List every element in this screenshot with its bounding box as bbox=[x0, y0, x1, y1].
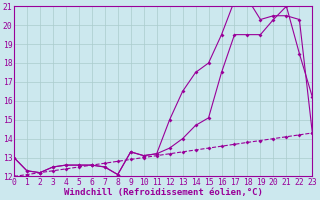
X-axis label: Windchill (Refroidissement éolien,°C): Windchill (Refroidissement éolien,°C) bbox=[64, 188, 263, 197]
